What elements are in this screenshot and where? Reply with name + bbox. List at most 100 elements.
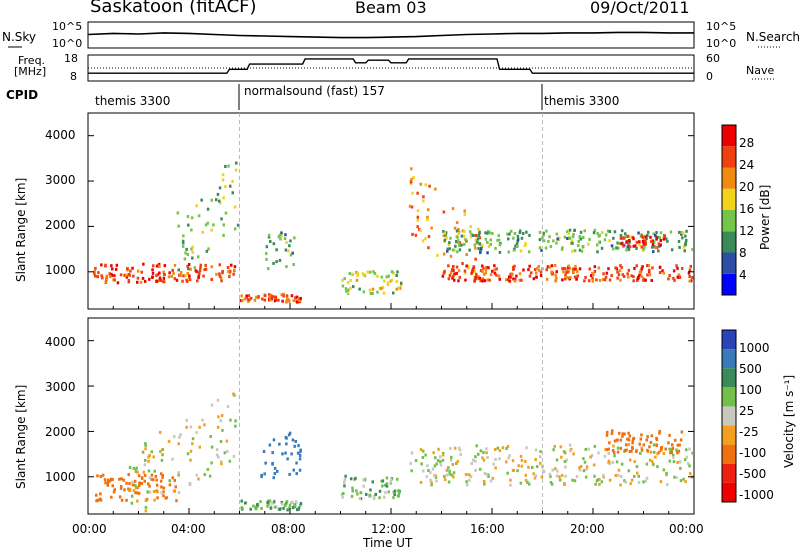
velocity-cell (153, 498, 156, 502)
power-cell (620, 265, 623, 269)
power-cell (450, 268, 454, 272)
x-tick-0: 00:00 (72, 522, 107, 536)
velocity-cell (419, 480, 423, 484)
power-cell (596, 232, 599, 235)
velocity-cell (640, 446, 643, 450)
power-cell (218, 274, 222, 278)
velocity-cell (171, 476, 174, 480)
velocity-cell (492, 462, 495, 466)
velocity-cell (226, 405, 230, 409)
velocity-cell (655, 443, 658, 447)
velocity-cell (675, 448, 678, 452)
velocity-colorbar-frame (721, 329, 737, 503)
velocity-cell (195, 473, 198, 477)
power-colorbar-swatch (722, 231, 736, 253)
velocity-cell (560, 455, 563, 459)
power-cell (249, 296, 253, 300)
velocity-cell (635, 449, 638, 453)
power-cell (662, 271, 665, 275)
power-cell (627, 275, 630, 279)
power-cell (187, 263, 191, 266)
power-cell (642, 278, 645, 282)
power-cell (455, 240, 458, 243)
power-cell (444, 233, 447, 237)
power-cell (521, 232, 525, 235)
power-cell (482, 266, 485, 270)
power-cell (163, 264, 167, 268)
power-cell (233, 227, 237, 231)
power-cell (419, 229, 422, 233)
velocity-cell (143, 479, 146, 483)
power-cell (612, 236, 615, 240)
velocity-cell (292, 468, 295, 472)
power-cell (97, 271, 100, 275)
power-cell (567, 231, 571, 235)
power-cell (143, 279, 147, 283)
power-cell (181, 279, 184, 283)
power-cell (524, 242, 527, 246)
power-cell (452, 274, 455, 278)
velocity-colorbar-swatch (722, 444, 736, 464)
noise-sky-line (87, 31, 694, 39)
velocity-cell (422, 469, 425, 473)
power-cell (478, 230, 481, 234)
velocity-cell (424, 453, 427, 457)
power-cell (519, 229, 522, 233)
power-cell (581, 244, 585, 248)
power-cell (458, 248, 462, 252)
power-cell (460, 234, 464, 238)
velocity-cell (509, 483, 512, 487)
velocity-cell (676, 443, 680, 447)
power-cell (555, 276, 558, 280)
power-cell (598, 240, 601, 244)
velocity-cell (359, 491, 362, 495)
velocity-cell (409, 461, 412, 465)
power-cell (182, 234, 185, 238)
power-cell (632, 244, 635, 248)
velocity-cell (249, 507, 252, 511)
velocity-cell (539, 455, 542, 459)
velocity-cell (474, 459, 477, 463)
power-cell (658, 271, 662, 274)
velocity-cell (234, 424, 237, 428)
power-cell (136, 280, 139, 284)
power-cell (288, 244, 291, 248)
power-cell (215, 198, 218, 202)
velocity-cell (148, 484, 151, 488)
power-cell (457, 279, 460, 283)
power-cell (210, 228, 213, 232)
velocity-cell (675, 476, 678, 479)
power-cell (241, 299, 244, 303)
velocity-cell (378, 496, 381, 500)
velocity-colorbar-swatch (722, 349, 736, 369)
power-cell (463, 271, 467, 275)
velocity-cell (373, 495, 376, 499)
power-cell (171, 268, 174, 272)
power-cell (456, 235, 459, 239)
power-cell (495, 267, 498, 271)
power-cell (474, 246, 477, 250)
power-cell (268, 294, 271, 298)
power-cell (632, 275, 635, 279)
power-cell (616, 270, 619, 274)
power-cell (626, 272, 629, 276)
velocity-cell (607, 451, 610, 455)
power-cell (566, 270, 569, 274)
power-cell (537, 268, 541, 272)
power-cell (497, 238, 501, 242)
velocity-cell (128, 466, 132, 469)
power-cell (472, 265, 476, 269)
power-cell (535, 271, 538, 275)
power-cell (538, 238, 542, 242)
power-cell (588, 237, 591, 241)
power-cell (616, 276, 619, 280)
power-cell (641, 265, 644, 269)
velocity-cell (297, 506, 301, 510)
power-cell (516, 234, 520, 238)
velocity-cell (619, 483, 622, 487)
velocity-cell (430, 483, 433, 487)
velocity-cell (638, 442, 641, 446)
power-cell (480, 247, 483, 250)
velocity-cell (397, 492, 401, 496)
power-cell (366, 270, 369, 274)
